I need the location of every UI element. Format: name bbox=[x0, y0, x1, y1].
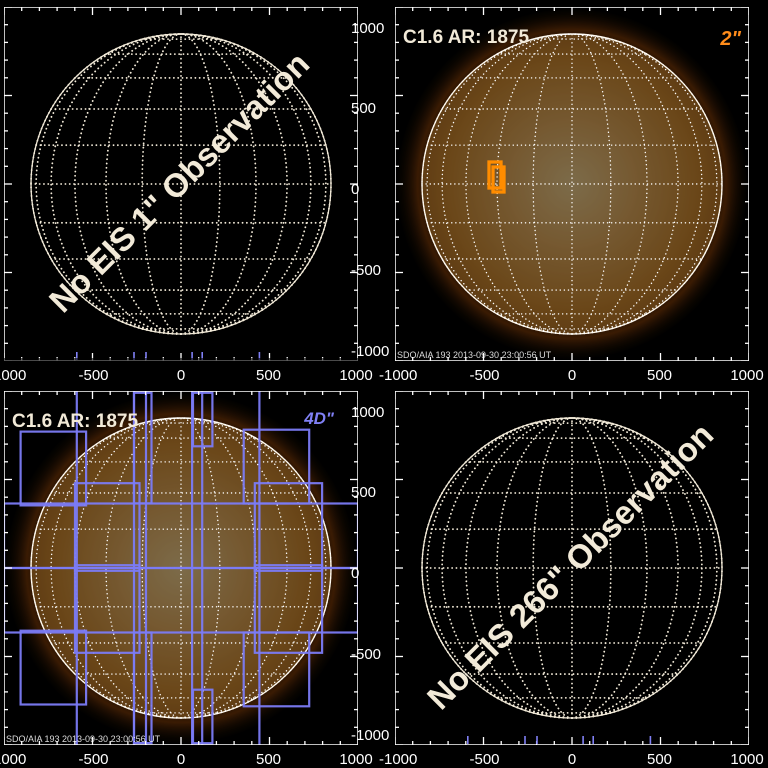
svg-text:2": 2" bbox=[719, 28, 741, 50]
svg-text:SDO/AIA 193 2013-09-30 23:00: SDO/AIA 193 2013-09-30 23:00:56 UT bbox=[397, 350, 552, 360]
svg-text:C1.6 AR: 1875: C1.6 AR: 1875 bbox=[12, 411, 138, 432]
svg-text:C1.6 AR: 1875: C1.6 AR: 1875 bbox=[403, 27, 529, 48]
svg-text:SDO/AIA 193 2013-09-30 23:00: SDO/AIA 193 2013-09-30 23:00:56 UT bbox=[6, 734, 161, 744]
svg-text:4D": 4D" bbox=[303, 409, 335, 428]
